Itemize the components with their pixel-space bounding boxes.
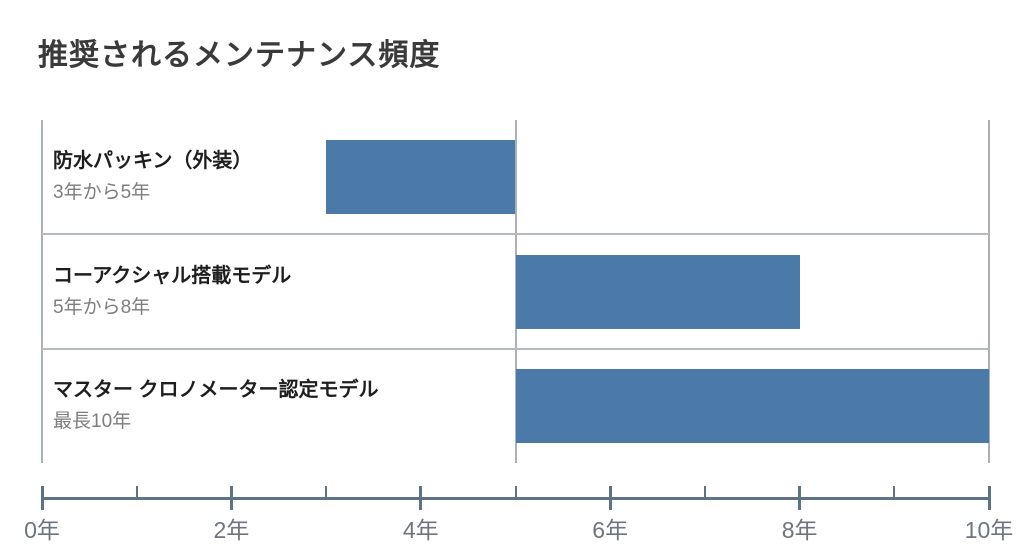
x-axis-major-tick: [419, 486, 423, 510]
row-sublabel: 5年から8年: [53, 296, 151, 318]
x-axis-tick-label: 6年: [592, 517, 629, 543]
row-label: マスター クロノメーター認定モデル: [53, 378, 379, 401]
row-label-group: マスター クロノメーター認定モデル 最長10年: [53, 349, 493, 463]
x-axis-major-tick: [798, 486, 802, 510]
bar: [515, 368, 989, 443]
x-axis-tick-label: 0年: [24, 517, 60, 543]
x-axis-major-tick: [987, 486, 991, 510]
x-axis-tick-label: 2年: [213, 517, 250, 543]
row-label: コーアクシャル搭載モデル: [53, 264, 292, 287]
row-separator: [42, 233, 989, 236]
x-axis-tick-label: 10年: [964, 517, 1014, 543]
chart-title: 推奨されるメンテナンス頻度: [38, 39, 441, 72]
row-label-group: コーアクシャル搭載モデル 5年から8年: [53, 234, 493, 348]
x-axis-major-tick: [608, 486, 612, 510]
bar: [326, 140, 516, 215]
x-axis-minor-tick: [514, 486, 517, 497]
x-axis-minor-tick: [325, 486, 328, 497]
x-axis-minor-tick: [135, 486, 138, 497]
x-axis-minor-tick: [703, 486, 706, 497]
bar: [515, 254, 800, 329]
x-axis-tick-label: 4年: [402, 517, 439, 543]
gridline-vertical: [988, 120, 990, 463]
x-axis-major-tick: [40, 486, 44, 510]
row-sublabel: 最長10年: [53, 410, 132, 432]
row-separator: [42, 347, 989, 350]
x-axis-line: [41, 497, 991, 500]
x-axis-major-tick: [229, 486, 233, 510]
gridline-vertical: [41, 120, 43, 463]
x-axis-tick-label: 8年: [781, 517, 818, 543]
x-axis-minor-tick: [893, 486, 896, 497]
